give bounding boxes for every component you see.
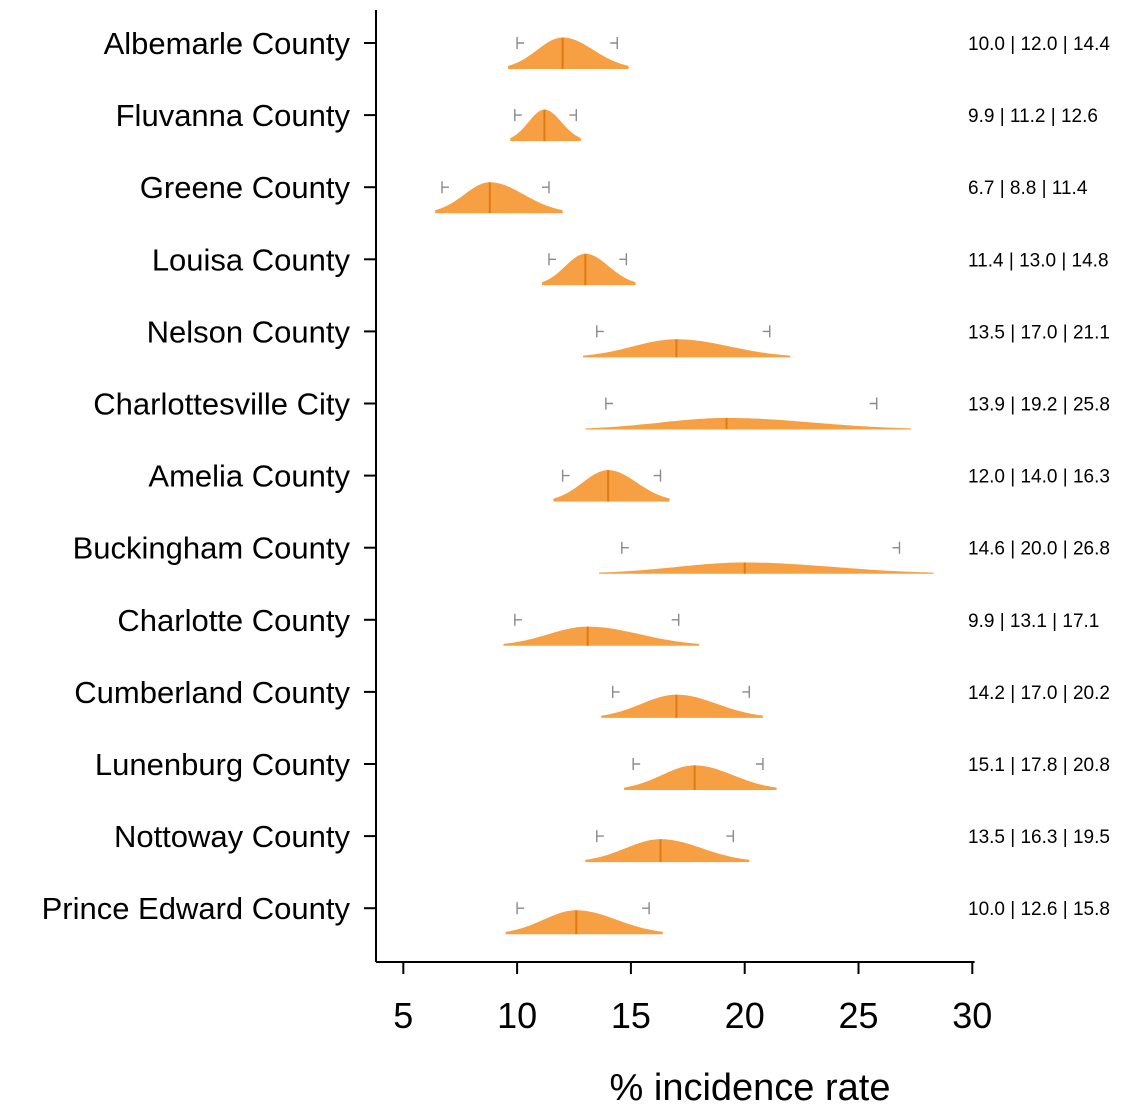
chart-axes: 5 10 15 20 25 30 (375, 10, 992, 1036)
density-shape (435, 182, 563, 214)
ci-upper-mark (762, 325, 771, 338)
density-shape (508, 37, 629, 69)
ci-lower-mark (605, 397, 613, 410)
x-tick-label: 15 (611, 995, 651, 1036)
category-label: Lunenburg County (95, 747, 351, 782)
ci-upper-mark (869, 397, 878, 410)
density-shape (583, 339, 791, 358)
category-label: Nottoway County (114, 819, 351, 854)
x-axis-label: % incidence rate (610, 1067, 891, 1109)
value-annotation: 14.2 | 17.0 | 20.2 (968, 683, 1110, 704)
category-label: Albemarle County (104, 26, 351, 61)
ci-lower-mark (516, 902, 525, 915)
x-tick-label: 20 (725, 995, 765, 1036)
ci-lower-mark (441, 181, 450, 194)
value-annotation: 15.1 | 17.8 | 20.8 (968, 755, 1110, 776)
density-shape (553, 470, 670, 502)
x-tick-label: 10 (497, 995, 537, 1036)
ci-lower-mark (516, 37, 525, 49)
ci-lower-mark (514, 613, 522, 626)
density-shape (601, 694, 763, 718)
density-shape (585, 839, 750, 863)
value-annotation: 11.4 | 13.0 | 14.8 (968, 250, 1109, 271)
ci-upper-mark (726, 830, 735, 843)
value-annotation: 10.0 | 12.6 | 15.8 (968, 899, 1110, 920)
value-annotation: 6.7 | 8.8 | 11.4 (968, 178, 1088, 199)
density-shape (542, 253, 636, 286)
x-tick-label: 30 (952, 995, 992, 1036)
chart-rows: Albemarle County 10.0 | 12.0 | 14.4 Fluvan… (42, 26, 1110, 935)
ci-upper-mark (755, 758, 764, 770)
density-shape (505, 910, 663, 935)
density-shape (599, 562, 934, 574)
value-annotation: 14.6 | 20.0 | 26.8 (968, 539, 1110, 560)
ci-lower-mark (596, 830, 604, 843)
value-annotation: 12.0 | 14.0 | 16.3 (968, 467, 1110, 488)
category-label: Prince Edward County (42, 891, 351, 926)
ci-lower-mark (612, 685, 620, 698)
x-tick-label: 5 (393, 995, 413, 1036)
category-label: Greene County (140, 170, 351, 205)
ci-upper-mark (892, 541, 901, 554)
category-label: Louisa County (152, 242, 351, 277)
value-annotation: 13.5 | 17.0 | 21.1 (968, 322, 1110, 343)
ci-upper-mark (653, 469, 662, 482)
ci-upper-mark (569, 109, 577, 122)
category-label: Fluvanna County (116, 98, 351, 133)
ci-lower-mark (548, 253, 556, 266)
ci-lower-mark (561, 469, 570, 482)
ci-lower-mark (621, 541, 629, 554)
ci-upper-mark (610, 37, 618, 49)
x-tick-label: 25 (838, 995, 878, 1036)
ci-upper-mark (619, 253, 628, 266)
ci-upper-mark (742, 685, 750, 698)
category-label: Charlotte County (117, 603, 350, 638)
density-shape (510, 109, 581, 142)
value-annotation: 9.9 | 13.1 | 17.1 (968, 611, 1099, 632)
ci-upper-mark (541, 181, 550, 194)
ci-lower-mark (514, 109, 522, 122)
category-label: Cumberland County (74, 675, 350, 710)
ci-upper-mark (671, 613, 680, 626)
value-annotation: 9.9 | 11.2 | 12.6 (968, 106, 1098, 127)
ci-upper-mark (642, 902, 650, 915)
category-label: Buckingham County (73, 531, 351, 566)
density-shape (585, 418, 911, 430)
category-label: Charlottesville City (93, 387, 350, 422)
ci-lower-mark (596, 325, 604, 338)
ci-lower-mark (632, 758, 641, 770)
value-annotation: 10.0 | 12.0 | 14.4 (968, 34, 1110, 55)
density-shape (503, 626, 700, 646)
value-annotation: 13.9 | 19.2 | 25.8 (968, 395, 1110, 416)
value-annotation: 13.5 | 16.3 | 19.5 (968, 827, 1110, 848)
density-shape (624, 765, 777, 790)
category-label: Amelia County (148, 459, 350, 494)
category-label: Nelson County (147, 314, 351, 349)
